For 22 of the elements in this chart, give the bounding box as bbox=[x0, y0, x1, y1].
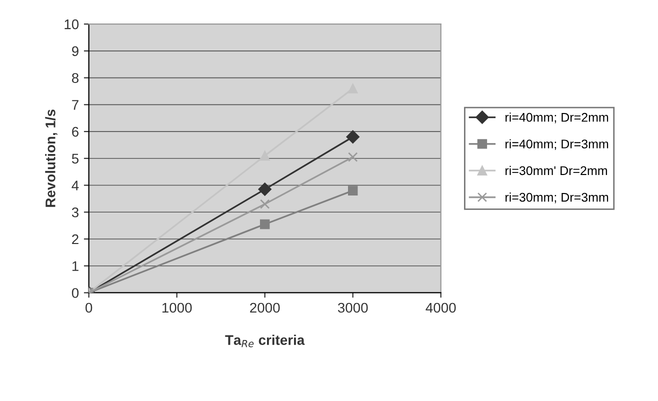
y-tick-label: 9 bbox=[72, 46, 78, 56]
x-tick-label: 1000 bbox=[162, 302, 192, 313]
legend-label: ri=30mm' Dr=2mm bbox=[506, 166, 607, 176]
legend-label: ri=30mm; Dr=3mm bbox=[506, 192, 608, 204]
y-tick-label: 8 bbox=[72, 73, 79, 83]
y-tick-label: 10 bbox=[64, 19, 79, 30]
legend-label: ri=40mm; Dr=3mm bbox=[506, 139, 608, 150]
x-tick-label: 2000 bbox=[250, 302, 280, 313]
y-tick-label: 3 bbox=[72, 207, 78, 218]
x-axis-title: Ta$_{Re}$ criteria bbox=[225, 334, 305, 348]
y-tick-label: 4 bbox=[72, 180, 79, 190]
y-tick-label: 6 bbox=[72, 126, 78, 137]
x-tick-label: 0 bbox=[86, 302, 92, 313]
y-axis-title: Revolution, 1/s bbox=[45, 110, 58, 207]
y-tick-label: 1 bbox=[72, 261, 78, 271]
y-tick-label: 0 bbox=[72, 288, 79, 298]
legend-label: ri=40mm; Dr=2mm bbox=[506, 112, 608, 124]
y-tick-label: 5 bbox=[72, 154, 79, 164]
x-tick-label: 4000 bbox=[426, 302, 456, 313]
y-tick-label: 2 bbox=[72, 234, 78, 244]
x-tick-label: 3000 bbox=[338, 302, 368, 313]
y-tick-label: 7 bbox=[72, 100, 78, 110]
